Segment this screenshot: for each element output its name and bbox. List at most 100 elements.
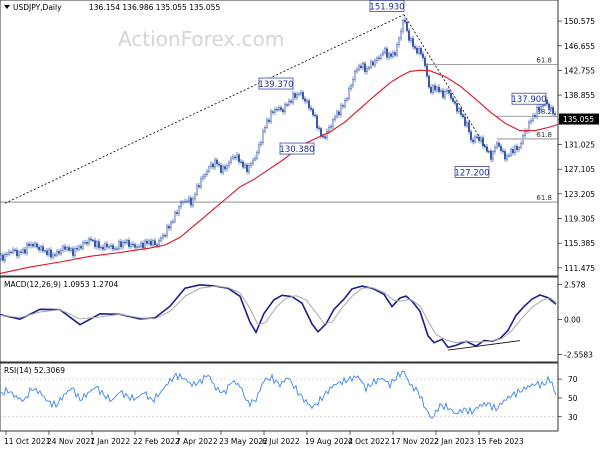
candle-body	[278, 107, 280, 111]
candle-body	[482, 137, 484, 147]
candle-body	[8, 251, 10, 255]
candle-body	[514, 146, 516, 154]
candle-body	[432, 85, 434, 93]
price-annotation-label-1: 139.370	[258, 80, 293, 90]
x-axis-tick-label-3: 22 Feb 2022	[133, 437, 180, 446]
candle-body	[164, 235, 166, 237]
candle-body	[134, 244, 136, 248]
candle-body	[506, 155, 508, 160]
candle-body	[222, 166, 224, 173]
candle-body	[496, 142, 498, 148]
candle-body	[512, 149, 514, 154]
candle-body	[264, 127, 266, 132]
candle-body	[474, 136, 476, 143]
candle-body	[478, 136, 480, 142]
candle-body	[420, 48, 422, 55]
candle-body	[554, 113, 556, 115]
symbol-title: USDJPY,Daily	[13, 3, 62, 12]
candle-body	[416, 47, 418, 54]
candle-body	[200, 178, 202, 188]
candle-body	[124, 241, 126, 244]
candle-body	[398, 37, 400, 45]
candle-body	[120, 241, 122, 248]
candle-body	[414, 46, 416, 49]
rsi-panel-frame	[0, 362, 559, 432]
candle-body	[418, 48, 420, 54]
dropdown-triangle-icon[interactable]	[4, 5, 10, 9]
candle-body	[452, 98, 454, 102]
candle-body	[184, 201, 186, 203]
candle-body	[70, 248, 72, 251]
price-axis-tick-label-10: 111.475	[564, 264, 595, 273]
candle-body	[162, 235, 164, 239]
candle-body	[88, 238, 90, 244]
candle-body	[168, 225, 170, 229]
rsi-axis-tick-label-2: 30	[568, 413, 578, 422]
candle-body	[480, 137, 482, 142]
candle-body	[74, 248, 76, 256]
candle-body	[54, 254, 56, 256]
candle-body	[360, 65, 362, 68]
x-axis-tick-label-11: 15 Feb 2023	[477, 437, 524, 446]
rsi-layer	[0, 370, 558, 419]
candle-body	[440, 90, 442, 92]
candle-body	[466, 122, 468, 126]
candle-body	[190, 197, 192, 206]
price-annotation-box-0	[369, 0, 405, 12]
candle-body	[136, 246, 138, 248]
candle-body	[296, 94, 298, 98]
candle-body	[308, 100, 310, 109]
candle-body	[240, 161, 242, 163]
candle-body	[538, 106, 540, 111]
axis-layer: 150.575 146.655 142.755 138.855 135.055 131.0…	[4, 17, 599, 446]
candle-body	[442, 90, 444, 98]
price-axis-tick-label-0: 150.575	[564, 17, 595, 26]
candle-body	[16, 249, 18, 257]
candle-body	[244, 164, 246, 168]
candle-body	[64, 246, 66, 250]
candle-body	[344, 100, 346, 107]
candle-body	[354, 71, 356, 80]
candle-body	[324, 136, 326, 139]
candle-body	[422, 53, 424, 59]
candle-body	[424, 57, 426, 66]
candle-body	[292, 93, 294, 103]
price-axis-tick-label-8: 119.305	[564, 214, 595, 223]
x-axis-tick-label-6: 6 Jul 2022	[262, 437, 300, 446]
macd-series-macd	[0, 283, 557, 349]
candle-body	[242, 161, 244, 168]
candle-body	[272, 111, 274, 113]
candle-body	[536, 106, 538, 118]
candle-body	[532, 115, 534, 121]
price-annotation-label-3: 137.900	[511, 95, 546, 105]
x-axis-tick-label-1: 24 Nov 2021	[47, 437, 95, 446]
price-annotation-box-4	[454, 166, 490, 178]
candle-body	[236, 154, 238, 158]
candle-body	[34, 243, 36, 247]
candle-body	[502, 150, 504, 152]
x-axis-tick-label-4: 7 Apr 2022	[176, 437, 218, 446]
macd-series-signal	[0, 285, 557, 344]
candle-body	[12, 249, 14, 253]
candle-body	[366, 68, 368, 72]
candle-body	[378, 57, 380, 59]
candle-body	[50, 249, 52, 258]
candle-body	[76, 248, 78, 250]
candle-body	[542, 105, 544, 107]
price-axis-tick-label-5: 131.025	[564, 140, 595, 149]
candle-body	[26, 243, 28, 254]
dotted-trendline-down	[403, 14, 491, 155]
rsi-series-line	[0, 370, 557, 419]
x-axis-tick-label-9: 17 Nov 2022	[391, 437, 439, 446]
dotted-trendline	[4, 14, 405, 204]
candle-body	[320, 128, 322, 137]
candle-body	[238, 154, 240, 162]
candle-body	[302, 92, 304, 100]
candle-body	[284, 104, 286, 112]
candle-body	[226, 165, 228, 170]
candle-body	[140, 242, 142, 247]
candle-body	[306, 100, 308, 102]
candle-body	[234, 156, 236, 158]
candle-body	[150, 240, 152, 246]
